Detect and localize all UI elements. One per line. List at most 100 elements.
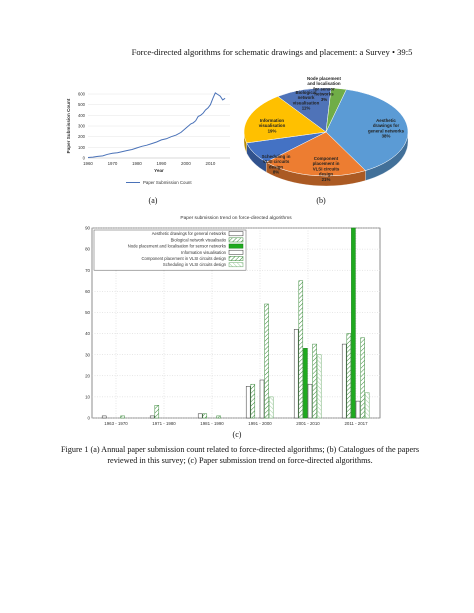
pie-label-line: network xyxy=(298,95,315,100)
bar xyxy=(268,396,274,419)
x-tick-label: 2010 xyxy=(206,161,216,166)
x-axis-label: Year xyxy=(154,168,164,173)
pie-label-line: Scheduling in xyxy=(262,154,291,159)
y-tick-label: 90 xyxy=(85,226,90,231)
legend-label: Aesthetic drawings for general networks xyxy=(152,231,226,236)
x-tick-label: 2011 - 2017 xyxy=(344,421,368,426)
y-axis-label: Paper Submission Count xyxy=(66,98,71,153)
pie-label-line: Aesthetic xyxy=(376,118,396,123)
bar xyxy=(355,400,361,419)
pie-percent: 3% xyxy=(321,97,327,102)
legend-swatch xyxy=(228,256,244,261)
y-tick-label: 50 xyxy=(85,310,90,315)
header-bullet: • xyxy=(391,47,395,57)
legend-label: Biological network visualisatio xyxy=(171,237,227,242)
bar xyxy=(351,227,356,419)
pie-label-line: networks xyxy=(314,92,334,97)
bar xyxy=(250,383,256,419)
pie-label-line: placement in xyxy=(313,161,340,166)
bar xyxy=(202,413,208,419)
y-tick-label: 60 xyxy=(85,289,90,294)
pie-percent: 8% xyxy=(273,170,279,175)
bar xyxy=(298,280,304,419)
chart-title: Paper submission trend on force-directed… xyxy=(180,215,292,221)
pie-percent: 21% xyxy=(322,177,331,182)
pie-label-line: visualisation xyxy=(293,100,320,105)
figure-a-label: (a) xyxy=(148,196,158,205)
pie-label-line: general networks xyxy=(368,128,405,133)
bar xyxy=(341,343,347,419)
pie-label-line: visualisation xyxy=(259,123,286,128)
legend-label: Node placement and localisation for sens… xyxy=(128,244,226,249)
pie-label-line: design xyxy=(319,172,333,177)
figure-c-bar-chart: Paper submission trend on force-directed… xyxy=(85,215,381,426)
x-tick-label: 1981 - 1990 xyxy=(200,421,224,426)
y-tick-label: 70 xyxy=(85,268,90,273)
pie-label-line: and localisation xyxy=(307,81,340,86)
running-header: Force-directed algorithms for schematic … xyxy=(0,47,474,57)
page-number: 39:5 xyxy=(397,47,413,57)
y-tick-label: 400 xyxy=(78,113,86,118)
legend-swatch xyxy=(228,243,244,249)
y-tick-label: 10 xyxy=(85,394,90,399)
pie-percent: 19% xyxy=(268,128,277,133)
pie-label-line: for sensor xyxy=(313,86,335,91)
legend-swatch xyxy=(228,237,244,243)
pie-label-line: drawings for xyxy=(373,123,400,128)
bar xyxy=(216,415,221,419)
x-tick-label: 1963 - 1970 xyxy=(104,421,128,426)
bar xyxy=(149,415,155,419)
series-line xyxy=(87,92,226,158)
pie-slice xyxy=(265,131,366,177)
figure-a-line-chart: 0 100 200 300 400 500 600 1960 1970 1980 1990 2000 2… xyxy=(66,92,230,185)
y-tick-label: 0 xyxy=(83,156,86,161)
pie-label-line: design xyxy=(269,164,283,169)
y-tick-label: 0 xyxy=(88,416,91,421)
legend-box xyxy=(93,229,247,271)
figure-caption: Figure 1 (a) Annual paper submission cou… xyxy=(60,444,420,466)
pie-label-line: VLSI circuits xyxy=(263,159,290,164)
caption-line-2: reviewed in this survey; (c) Paper submi… xyxy=(107,456,373,465)
caption-line-1: Figure 1 (a) Annual paper submission cou… xyxy=(60,445,420,454)
plot-frame xyxy=(91,227,381,419)
legend-swatch xyxy=(228,262,244,268)
legend-swatch xyxy=(228,231,244,237)
bar xyxy=(307,383,313,419)
bar xyxy=(197,413,203,419)
bar xyxy=(101,415,107,419)
y-tick-label: 200 xyxy=(78,134,86,139)
bar xyxy=(316,354,322,419)
x-tick-label: 2001 - 2010 xyxy=(296,421,320,426)
pie-percent: 38% xyxy=(382,134,391,139)
bar xyxy=(303,348,308,419)
pie-slice xyxy=(325,89,409,171)
figure-c-label: (c) xyxy=(232,430,242,439)
y-tick-label: 500 xyxy=(78,102,86,107)
pie-percent: 11% xyxy=(302,106,311,111)
bar xyxy=(259,379,265,419)
y-tick-label: 100 xyxy=(78,145,86,150)
bar xyxy=(154,405,160,419)
y-tick-label: 80 xyxy=(85,247,90,252)
pie-slice xyxy=(243,96,327,144)
legend: Aesthetic drawings for general networksB… xyxy=(93,229,247,271)
y-tick-label: 30 xyxy=(85,352,90,357)
x-tick-label: 1960 xyxy=(83,161,93,166)
legend-swatch xyxy=(228,249,244,255)
bar xyxy=(360,337,365,419)
pie-slice xyxy=(325,87,347,133)
running-title: Force-directed algorithms for schematic … xyxy=(131,47,390,57)
bar xyxy=(293,329,299,419)
x-tick-label: 1990 xyxy=(157,161,167,166)
y-tick-label: 20 xyxy=(85,373,90,378)
bar xyxy=(312,343,317,419)
bar xyxy=(264,303,269,419)
x-tick-label: 2000 xyxy=(181,161,191,166)
pie-label-line: Biological xyxy=(296,90,317,95)
